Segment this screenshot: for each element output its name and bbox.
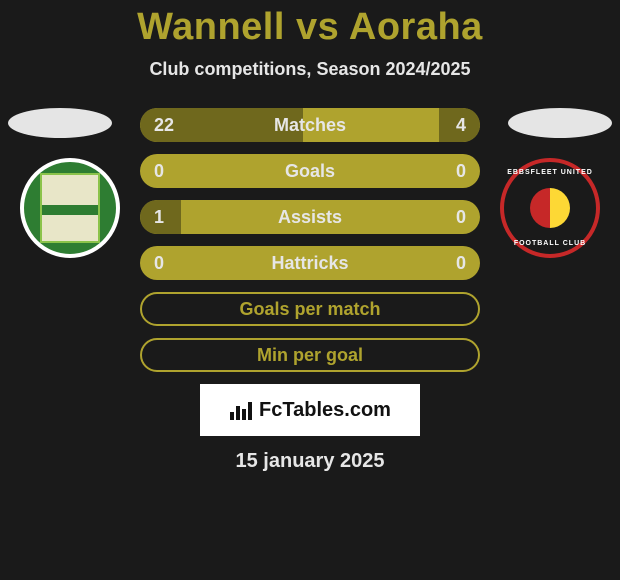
team-right-placeholder (508, 108, 612, 138)
stat-row-goals-per-match: Goals per match (140, 292, 480, 326)
stat-bars: 22 4 Matches 0 0 Goals 1 0 Assists 0 0 Hattricks Goa… (140, 108, 480, 372)
stat-label: Assists (278, 207, 342, 228)
brand-badge[interactable]: FcTables.com (200, 384, 420, 436)
stat-value-right: 0 (456, 253, 466, 274)
stat-value-left: 1 (154, 207, 164, 228)
team-left-placeholder (8, 108, 112, 138)
stat-label: Hattricks (271, 253, 348, 274)
stat-label: Goals (285, 161, 335, 182)
stat-label: Min per goal (257, 345, 363, 366)
subtitle: Club competitions, Season 2024/2025 (0, 59, 620, 80)
team-left-crest-inner (40, 173, 100, 243)
stat-value-right: 0 (456, 161, 466, 182)
stat-row-min-per-goal: Min per goal (140, 338, 480, 372)
stat-value-left: 0 (154, 253, 164, 274)
stat-row-goals: 0 0 Goals (140, 154, 480, 188)
stat-row-hattricks: 0 0 Hattricks (140, 246, 480, 280)
bars-icon (229, 400, 253, 420)
date-text: 15 january 2025 (0, 450, 620, 473)
stat-row-assists: 1 0 Assists (140, 200, 480, 234)
team-left-crest (20, 158, 120, 258)
stat-value-left: 0 (154, 161, 164, 182)
team-right-crest-text-top: EBBSFLEET UNITED (504, 169, 596, 176)
brand-text: FcTables.com (259, 399, 391, 422)
stat-row-matches: 22 4 Matches (140, 108, 480, 142)
stat-value-right: 0 (456, 207, 466, 228)
comparison-area: EBBSFLEET UNITED FOOTBALL CLUB 22 4 Matche… (0, 108, 620, 372)
team-left-crest-stripe (42, 205, 98, 215)
stat-value-right: 4 (456, 115, 466, 136)
stat-label: Goals per match (239, 299, 380, 320)
stat-value-left: 22 (154, 115, 174, 136)
team-right-crest: EBBSFLEET UNITED FOOTBALL CLUB (500, 158, 600, 258)
team-right-crest-ball (530, 188, 570, 228)
team-right-crest-text-bottom: FOOTBALL CLUB (504, 240, 596, 247)
page-title: Wannell vs Aoraha (0, 0, 620, 49)
stat-label: Matches (274, 115, 346, 136)
